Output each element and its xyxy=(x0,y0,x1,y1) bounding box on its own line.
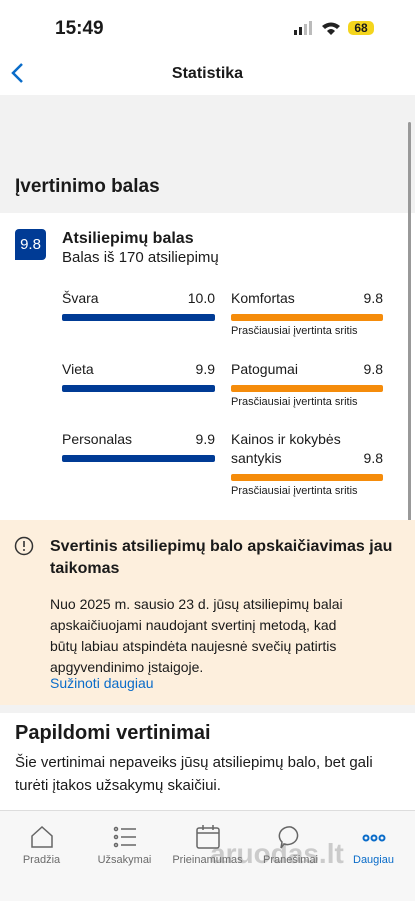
tab-label: Daugiau xyxy=(353,854,394,866)
tab-icon xyxy=(113,826,136,848)
notice-title: Svertinis atsiliepimų balo apskaičiavima… xyxy=(50,538,393,577)
rating-bar xyxy=(231,474,383,481)
tab-label: Pranešimai xyxy=(262,854,319,866)
rating-label: Kainos ir kokybės santykis xyxy=(231,431,341,466)
rating-label: Komfortas xyxy=(231,290,295,306)
tab[interactable]: Pradžia xyxy=(0,824,83,866)
rating-label: Patogumai xyxy=(231,361,298,377)
rating-value: 9.8 xyxy=(363,361,383,377)
tab[interactable]: Užsakymai xyxy=(83,824,166,866)
scrollbar xyxy=(408,122,411,632)
rating-note: Prasčiausiai įvertinta sritis xyxy=(231,396,358,408)
tab-label: Prieinamumas xyxy=(172,854,243,866)
rating-value: 10.0 xyxy=(187,290,215,306)
rating-note: Prasčiausiai įvertinta sritis xyxy=(231,485,358,497)
nav-title: Statistika xyxy=(171,65,244,82)
score-title: Atsiliepimų balas xyxy=(62,230,194,247)
time: 15:49 xyxy=(55,18,104,39)
extra-title: Papildomi vertinimai xyxy=(15,722,211,744)
rating-value: 9.8 xyxy=(363,290,383,306)
score-badge: 9.8 xyxy=(15,229,46,260)
tab-icon xyxy=(30,825,53,848)
extra-body: Šie vertinimai nepaveiks jūsų atsiliepim… xyxy=(15,754,373,794)
notice-link[interactable]: Sužinoti daugiau xyxy=(50,675,154,691)
rating-bar xyxy=(231,385,383,392)
info-icon xyxy=(14,536,34,556)
rating-value: 9.8 xyxy=(363,450,383,466)
rating-label: Švara xyxy=(62,290,99,306)
rating-bar xyxy=(62,455,215,462)
section-title: Įvertinimo balas xyxy=(15,176,160,197)
tab[interactable]: Prieinamumas xyxy=(166,824,249,866)
back-button[interactable] xyxy=(10,62,26,84)
rating-label: Personalas xyxy=(62,431,133,447)
battery: 68 xyxy=(354,21,368,35)
rating-value: 9.9 xyxy=(195,361,215,377)
tab[interactable]: Pranešimai xyxy=(249,824,332,866)
tab-icon xyxy=(278,826,298,849)
tab-bar xyxy=(0,810,415,901)
separator xyxy=(0,705,415,713)
tab-icon xyxy=(195,825,220,849)
rating-value: 9.9 xyxy=(195,431,215,447)
header-area xyxy=(0,95,415,213)
tab-label: Užsakymai xyxy=(97,854,152,866)
notice-body: Nuo 2025 m. sausio 23 d. jūsų atsiliepim… xyxy=(50,596,343,675)
tab[interactable]: Daugiau xyxy=(332,824,415,866)
tab-icon xyxy=(362,834,385,842)
rating-bar xyxy=(231,314,383,321)
status-icons xyxy=(294,21,374,35)
rating-bar xyxy=(62,385,215,392)
score-subtitle: Balas iš 170 atsiliepimų xyxy=(62,249,219,266)
tab-label: Pradžia xyxy=(22,854,61,866)
notice xyxy=(0,520,415,705)
rating-bar xyxy=(62,314,215,321)
rating-note: Prasčiausiai įvertinta sritis xyxy=(231,325,358,337)
rating-label: Vieta xyxy=(62,361,94,377)
watermark: aruodas.lt xyxy=(210,838,344,869)
